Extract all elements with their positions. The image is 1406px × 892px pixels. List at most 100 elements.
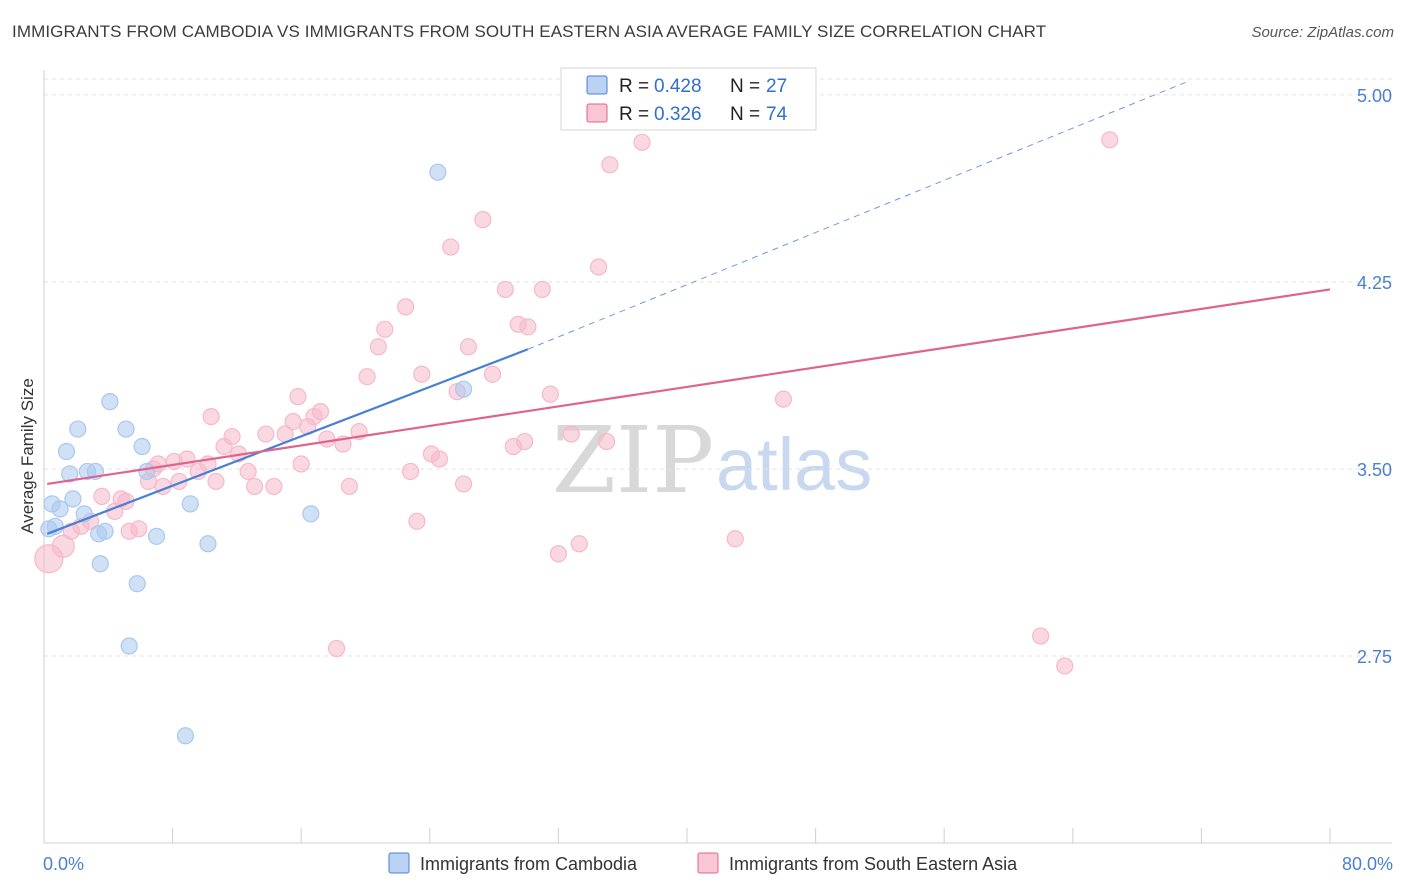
x-ticks: 0.0% 80.0% (43, 828, 1393, 874)
point-south-eastern-asia-26 (245, 477, 264, 496)
point-cambodia-23 (176, 727, 195, 745)
gridlines (44, 78, 1392, 657)
point-south-eastern-asia-21 (207, 472, 225, 491)
series-legend: Immigrants from Cambodia Immigrants from… (388, 852, 1018, 874)
point-cambodia-12 (91, 555, 109, 573)
point-south-eastern-asia-39 (340, 477, 359, 496)
point-south-eastern-asia-25 (239, 462, 257, 481)
legend-r-value-south-eastern-asia: 0.326 (654, 104, 702, 125)
point-cambodia-14 (101, 393, 119, 411)
point-south-eastern-asia-62 (541, 385, 559, 403)
point-south-eastern-asia-36 (318, 430, 336, 448)
point-south-eastern-asia-37 (327, 639, 346, 658)
point-cambodia-5 (61, 465, 79, 483)
point-cambodia-26 (454, 380, 473, 398)
point-cambodia-15 (117, 420, 135, 438)
point-south-eastern-asia-23 (223, 427, 241, 446)
bottom-legend-swatch-cambodia (388, 852, 410, 874)
point-south-eastern-asia-50 (442, 238, 460, 256)
trend-line-south-eastern-asia (47, 288, 1331, 486)
legend-n-value-south-eastern-asia: 74 (766, 104, 788, 125)
legend-n-value-cambodia: 27 (766, 76, 787, 97)
watermark: ZIP atlas (552, 407, 872, 514)
correlation-legend: R = 0.428 N = 27 R = 0.326 N = 74 (560, 67, 817, 131)
point-south-eastern-asia-41 (358, 368, 376, 386)
point-south-eastern-asia-28 (265, 477, 283, 496)
chart-source: Source: ZipAtlas.com (1251, 24, 1394, 41)
y-tick-label-2: 4.25 (1357, 273, 1392, 293)
point-south-eastern-asia-46 (408, 512, 426, 530)
point-south-eastern-asia-55 (483, 365, 502, 383)
point-south-eastern-asia-53 (459, 338, 477, 356)
bottom-legend-label-cambodia: Immigrants from Cambodia (420, 854, 638, 874)
bottom-legend-label-south-eastern-asia: Immigrants from South Eastern Asia (729, 854, 1018, 874)
legend-n-label-cambodia: N = (730, 76, 760, 97)
point-south-eastern-asia-44 (397, 298, 415, 316)
point-south-eastern-asia-74 (1101, 131, 1119, 149)
point-south-eastern-asia-31 (289, 388, 307, 406)
axes (43, 70, 1392, 844)
point-south-eastern-asia-73 (1056, 657, 1074, 675)
legend-n-label-south-eastern-asia: N = (730, 104, 760, 125)
point-cambodia-13 (96, 522, 114, 540)
point-south-eastern-asia-52 (454, 475, 473, 493)
legend-r-label-cambodia: R = (619, 76, 649, 97)
point-south-eastern-asia-70 (726, 530, 744, 548)
point-south-eastern-asia-64 (562, 425, 580, 443)
y-axis-label: Average Family Size (18, 378, 37, 534)
point-south-eastern-asia-72 (1032, 627, 1050, 645)
point-cambodia-7 (69, 420, 87, 438)
point-south-eastern-asia-30 (284, 412, 302, 431)
point-south-eastern-asia-59 (516, 432, 534, 451)
point-south-eastern-asia-47 (413, 365, 431, 383)
point-cambodia-24 (302, 505, 320, 523)
y-tick-label-3: 5.00 (1357, 86, 1392, 106)
point-cambodia-3 (51, 500, 69, 518)
point-south-eastern-asia-10 (130, 520, 148, 538)
point-south-eastern-asia-56 (496, 280, 514, 299)
trend-lines (46, 82, 1331, 535)
point-south-eastern-asia-42 (369, 338, 387, 356)
point-south-eastern-asia-43 (376, 320, 394, 338)
y-tick-labels: 2.75 3.50 4.25 5.00 (1357, 86, 1392, 667)
point-south-eastern-asia-35 (311, 403, 330, 421)
y-tick-label-1: 3.50 (1357, 460, 1392, 480)
point-cambodia-4 (57, 442, 76, 461)
point-south-eastern-asia-63 (549, 545, 568, 563)
point-south-eastern-asia-27 (257, 425, 275, 443)
point-south-eastern-asia-69 (633, 133, 651, 151)
point-south-eastern-asia-66 (589, 258, 608, 276)
point-south-eastern-asia-1 (51, 534, 75, 558)
bottom-legend-swatch-south-eastern-asia (697, 852, 719, 874)
point-south-eastern-asia-61 (533, 280, 551, 299)
x-tick-label-0: 0.0% (43, 854, 84, 874)
trend-line-cambodia (46, 348, 529, 535)
point-south-eastern-asia-65 (570, 535, 588, 553)
point-south-eastern-asia-20 (202, 408, 220, 426)
point-south-eastern-asia-60 (519, 318, 537, 336)
point-south-eastern-asia-67 (598, 432, 616, 451)
legend-swatch-cambodia (586, 75, 608, 95)
point-south-eastern-asia-54 (474, 211, 492, 229)
watermark-atlas: atlas (716, 423, 872, 506)
point-south-eastern-asia-5 (93, 487, 111, 505)
point-cambodia-21 (181, 495, 199, 513)
legend-swatch-south-eastern-asia (586, 103, 608, 123)
point-cambodia-20 (147, 527, 166, 545)
point-south-eastern-asia-71 (774, 390, 793, 408)
point-cambodia-25 (429, 163, 447, 181)
legend-r-value-cambodia: 0.428 (654, 76, 702, 97)
chart-title: IMMIGRANTS FROM CAMBODIA VS IMMIGRANTS F… (12, 22, 1047, 41)
y-tick-label-0: 2.75 (1357, 647, 1392, 667)
point-cambodia-6 (64, 490, 82, 508)
point-south-eastern-asia-49 (430, 450, 449, 468)
point-cambodia-19 (138, 462, 156, 481)
x-tick-label-1: 80.0% (1342, 854, 1393, 874)
trend-extension-cambodia (527, 82, 1186, 350)
point-cambodia-18 (133, 437, 151, 456)
point-south-eastern-asia-32 (292, 455, 310, 473)
point-south-eastern-asia-68 (601, 156, 619, 174)
legend-r-label-south-eastern-asia: R = (619, 104, 649, 125)
point-cambodia-22 (199, 535, 217, 553)
